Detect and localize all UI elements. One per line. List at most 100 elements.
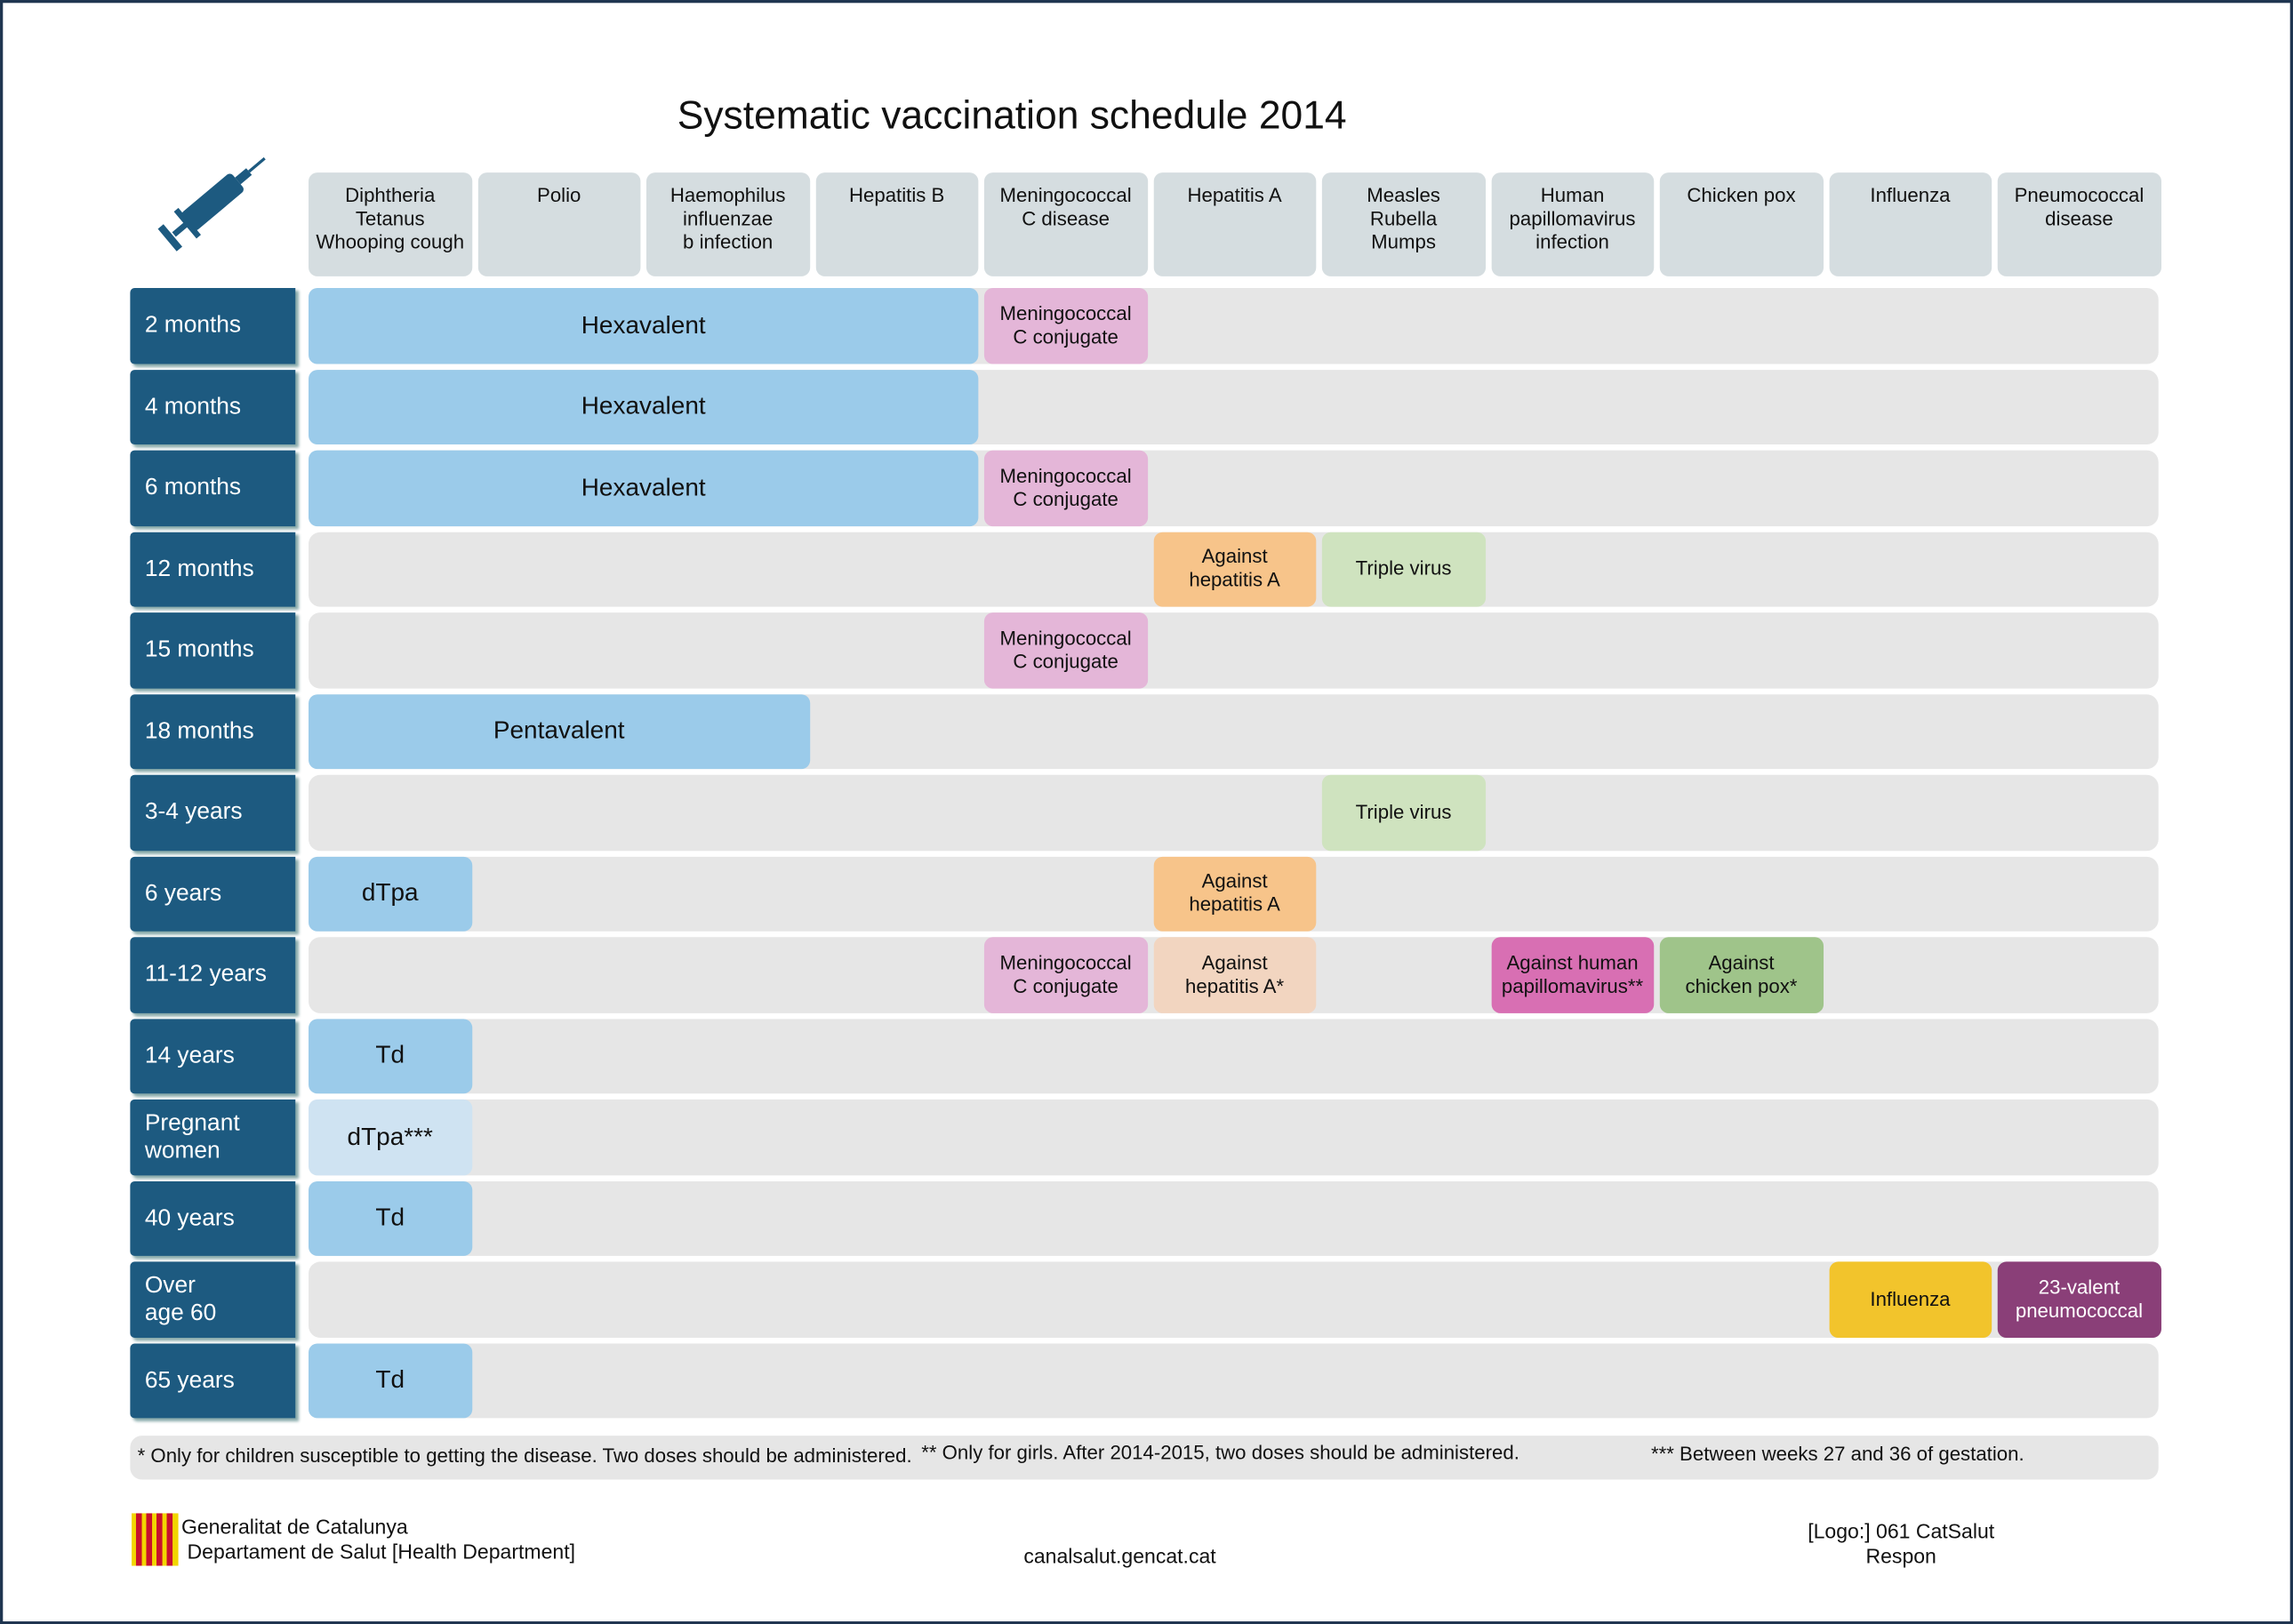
- text-line: Against: [1201, 951, 1268, 973]
- vaccine-cell: Meningococcal C conjugate: [983, 450, 1148, 526]
- text-line: 15 months: [144, 637, 254, 663]
- text-line: Hexavalent: [581, 391, 706, 420]
- text-line: 4 months: [144, 394, 242, 420]
- text-line: Haemophilus: [669, 184, 786, 206]
- text-line: Against: [1708, 951, 1775, 973]
- vaccine-cell: Meningococcal C conjugate: [983, 937, 1148, 1013]
- text-line: Rubella: [1369, 207, 1438, 230]
- footnote-bar: [130, 1436, 2159, 1480]
- text-line: 23-valent: [2038, 1276, 2121, 1298]
- text-line: Influenza: [1870, 184, 1951, 206]
- row-background: [309, 1180, 2159, 1256]
- text-line: 2 months: [144, 313, 242, 339]
- row-background: [309, 1342, 2159, 1419]
- text-line: Chicken pox: [1687, 184, 1796, 206]
- vaccine-cell: dTpa***: [309, 1099, 472, 1175]
- footer-left: Departament de Salut [Health Department]: [187, 1539, 576, 1564]
- text-line: influenzae: [683, 207, 774, 230]
- footnote: *** Between weeks 27 and 36 of gestation…: [1650, 1443, 2024, 1466]
- text-line: C conjugate: [1013, 325, 1118, 348]
- text-line: pneumococcal: [2015, 1299, 2144, 1322]
- row-label: 18 months: [130, 693, 296, 770]
- row-label: 12 months: [130, 531, 296, 607]
- row-background: [309, 612, 2159, 688]
- text-line: papillomavirus: [1509, 207, 1636, 230]
- title: Systematic vaccination schedule 2014: [677, 93, 1347, 138]
- row-label: 3-4 years: [130, 774, 296, 851]
- text-line: Against human: [1506, 951, 1639, 973]
- row-label: 14 years: [130, 1018, 296, 1094]
- vaccine-cell: Triple virus: [1321, 531, 1486, 607]
- text-line: chicken pox*: [1685, 974, 1798, 997]
- row-label: 2 months: [130, 288, 296, 364]
- row-label: 11-12 years: [130, 937, 296, 1013]
- vaccine-cell: Hexavalent: [309, 369, 979, 445]
- vaccine-cell: Influenza: [1828, 1261, 1992, 1338]
- vaccine-cell: Against chicken pox*: [1659, 937, 1824, 1013]
- text-line: disease: [2045, 207, 2113, 230]
- vaccine-cell: Triple virus: [1321, 774, 1486, 851]
- row-label: 6 years: [130, 856, 296, 932]
- text-line: dTpa: [361, 878, 419, 907]
- text-line: hepatitis A: [1189, 569, 1280, 591]
- text-line: Mumps: [1371, 231, 1436, 254]
- text-line: Tetanus: [355, 207, 425, 230]
- text-line: C conjugate: [1013, 487, 1118, 510]
- text-line: infection: [1535, 231, 1609, 254]
- vaccine-cell: Against hepatitis A: [1152, 856, 1317, 932]
- text-line: Measles: [1367, 184, 1440, 206]
- vaccine-cell: Td: [309, 1180, 472, 1256]
- text-line: Td: [375, 1041, 405, 1069]
- text-line: 65 years: [144, 1367, 235, 1393]
- text-line: women: [144, 1138, 220, 1164]
- text-line: Meningococcal: [999, 464, 1132, 486]
- row-background: [309, 774, 2159, 851]
- column-header: Polio: [477, 172, 641, 276]
- syringe-icon: [157, 156, 266, 252]
- column-header: Hepatitis A: [1152, 172, 1317, 276]
- text-line: Whooping cough: [316, 231, 465, 254]
- text-line: b infection: [683, 231, 774, 254]
- column-header: Human papillomavirus infection: [1490, 172, 1655, 276]
- column-header: Diphtheria Tetanus Whooping cough: [309, 172, 472, 276]
- text-line: dTpa***: [347, 1122, 433, 1150]
- text-line: C conjugate: [1013, 650, 1118, 673]
- row-background: [309, 1018, 2159, 1094]
- text-line: C disease: [1022, 207, 1110, 230]
- text-line: Against: [1201, 869, 1268, 892]
- vaccine-cell: Td: [309, 1342, 472, 1419]
- text-line: Hexavalent: [581, 310, 706, 339]
- vaccine-cell: Meningococcal C conjugate: [983, 612, 1148, 688]
- text-line: Meningococcal: [999, 626, 1132, 649]
- text-line: Triple virus: [1355, 800, 1452, 823]
- text-line: Diphtheria: [345, 184, 436, 206]
- footer-right: [Logo:] 061 CatSalut: [1808, 1518, 1995, 1543]
- text-line: Hepatitis B: [848, 184, 945, 206]
- text-line: hepatitis A: [1189, 893, 1280, 916]
- vaccine-cell: Against hepatitis A*: [1152, 937, 1317, 1013]
- footer-left: Generalitat de Catalunya: [180, 1514, 408, 1539]
- text-line: 40 years: [144, 1205, 235, 1231]
- column-header: Hepatitis B: [814, 172, 979, 276]
- footer-right: Respon: [1865, 1543, 1936, 1568]
- row-label: Pregnant women: [130, 1099, 296, 1175]
- text-line: Hexavalent: [581, 473, 706, 501]
- vaccine-cell: Pentavalent: [309, 693, 810, 770]
- row-label: 40 years: [130, 1180, 296, 1256]
- footnote: ** Only for girls. After 2014-2015, two …: [921, 1441, 1519, 1464]
- text-line: Influenza: [1870, 1287, 1951, 1310]
- footnote: * Only for children susceptible to getti…: [137, 1444, 912, 1467]
- row-label: 15 months: [130, 612, 296, 688]
- text-line: Meningococcal: [999, 951, 1132, 973]
- text-line: Td: [375, 1203, 405, 1231]
- text-line: Pneumococcal: [2014, 184, 2145, 206]
- text-line: Pentavalent: [493, 716, 625, 745]
- text-line: 3-4 years: [144, 799, 243, 825]
- column-header: Influenza: [1828, 172, 1992, 276]
- row-label: 6 months: [130, 450, 296, 526]
- column-header: Meningococcal C disease: [983, 172, 1148, 276]
- row-label: Over age 60: [130, 1261, 296, 1338]
- text-line: Polio: [537, 184, 581, 206]
- column-header: Pneumococcal disease: [1997, 172, 2161, 276]
- text-line: Over: [144, 1272, 196, 1298]
